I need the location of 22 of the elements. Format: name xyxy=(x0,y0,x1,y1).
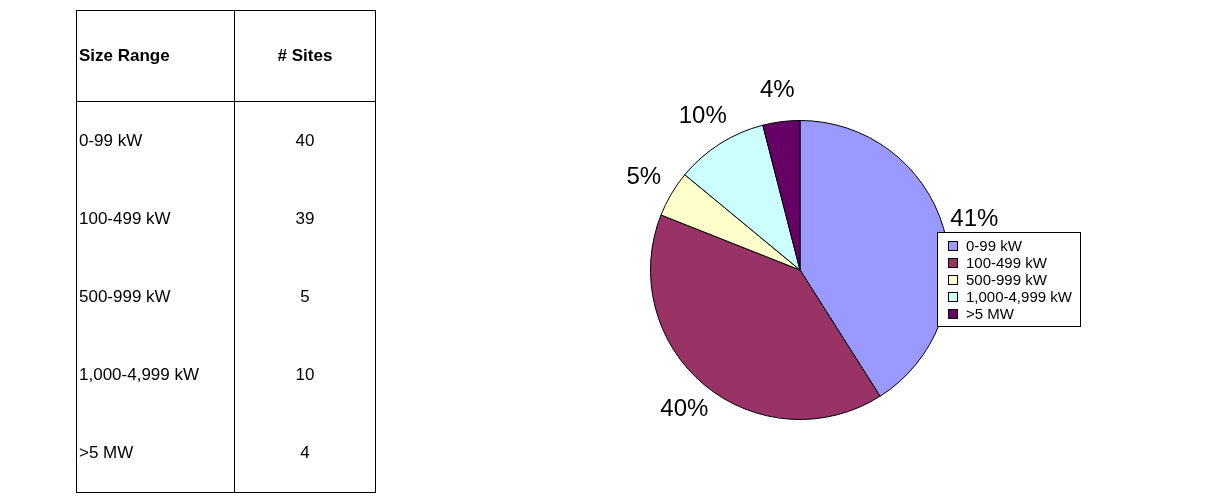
text: Size Range xyxy=(76,10,235,102)
category-label: 500-999 kW xyxy=(76,258,235,336)
category-label: 0-99 kW xyxy=(76,101,235,180)
data-label: 40% xyxy=(660,394,709,422)
data-label: 5% xyxy=(626,162,662,190)
legend-label: >5 MW xyxy=(966,305,1014,322)
legend-label: 100-499 kW xyxy=(966,254,1047,271)
legend-label: 500-999 kW xyxy=(966,271,1047,288)
data-label: 5 xyxy=(234,258,376,336)
data-label: 4 xyxy=(234,414,376,493)
data-label: 10% xyxy=(678,101,727,129)
category-label: >5 MW xyxy=(76,414,235,493)
data-label: 39 xyxy=(234,180,376,258)
category-label: 100-499 kW xyxy=(76,180,235,258)
data-label: 41% xyxy=(950,203,999,231)
data-label: 40 xyxy=(234,101,376,180)
legend-label: 1,000-4,999 kW xyxy=(966,288,1072,305)
text: # Sites xyxy=(234,10,376,102)
category-label: 1,000-4,999 kW xyxy=(76,336,235,414)
data-label: 10 xyxy=(234,336,376,414)
legend-label: 0-99 kW xyxy=(966,237,1022,254)
data-label: 4% xyxy=(759,74,795,102)
